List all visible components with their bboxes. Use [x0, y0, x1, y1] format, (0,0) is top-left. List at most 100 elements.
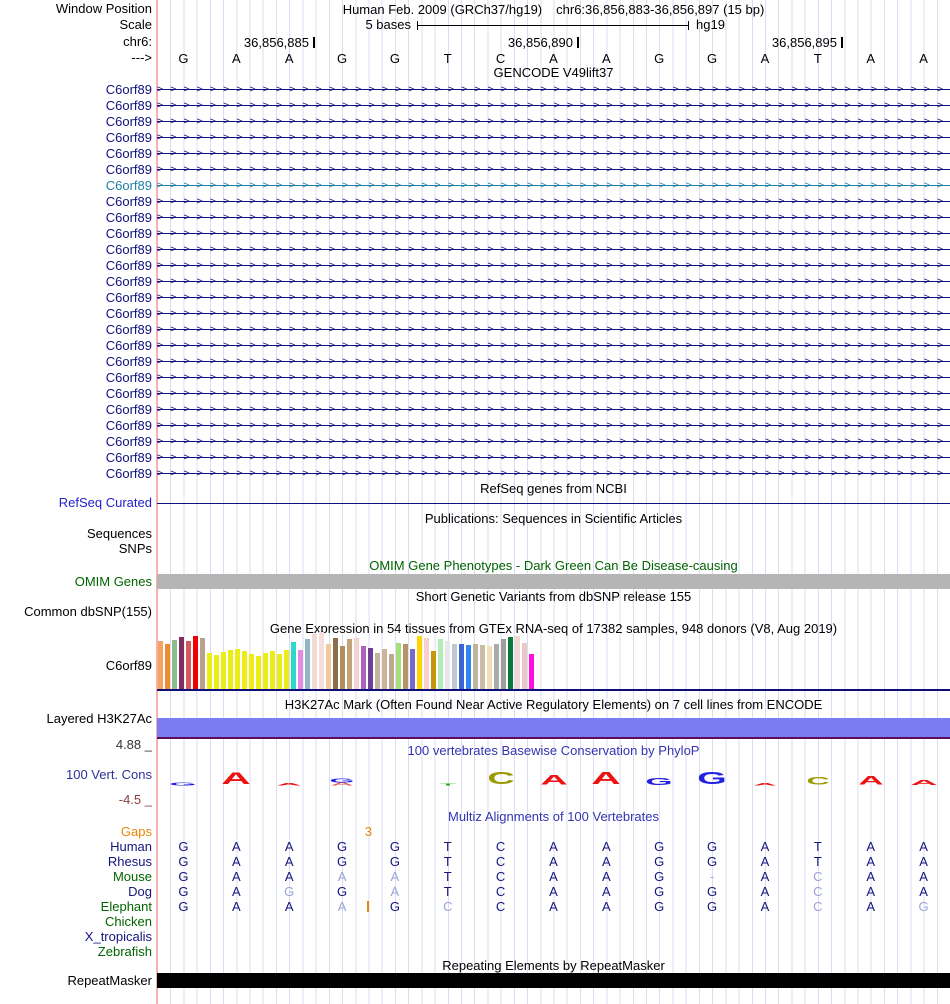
gene-transcript-row[interactable]: C6orf89 >>>>>>>>>>>>>>>>>>>>>>>>>>>>>>>>>…	[0, 226, 950, 242]
dbsnp-title[interactable]: Short Genetic Variants from dbSNP releas…	[415, 589, 692, 604]
gene-label[interactable]: C6orf89	[105, 450, 152, 465]
gene-label[interactable]: C6orf89	[105, 402, 152, 417]
gtex-bar[interactable]	[445, 641, 450, 689]
gene-label[interactable]: C6orf89	[105, 130, 152, 145]
gtex-bar[interactable]	[522, 643, 527, 689]
gtex-bar[interactable]	[214, 655, 219, 689]
gene-arrow-track[interactable]: >>>>>>>>>>>>>>>>>>>>>>>>>>>>>>>>>>>>>>>>…	[157, 98, 950, 114]
gtex-bar[interactable]	[487, 646, 492, 689]
gene-label[interactable]: C6orf89	[105, 194, 152, 209]
gene-transcript-row[interactable]: C6orf89 >>>>>>>>>>>>>>>>>>>>>>>>>>>>>>>>>…	[0, 306, 950, 322]
gtex-bar[interactable]	[179, 637, 184, 689]
refseq-title[interactable]: RefSeq genes from NCBI	[480, 481, 627, 496]
gene-label[interactable]: C6orf89	[105, 258, 152, 273]
species-label[interactable]: Zebrafish	[97, 944, 152, 959]
gene-transcript-row[interactable]: C6orf89 >>>>>>>>>>>>>>>>>>>>>>>>>>>>>>>>>…	[0, 466, 950, 482]
gtex-bar[interactable]	[291, 642, 296, 689]
gene-transcript-row[interactable]: C6orf89 >>>>>>>>>>>>>>>>>>>>>>>>>>>>>>>>>…	[0, 402, 950, 418]
gene-label[interactable]: C6orf89	[105, 98, 152, 113]
gtex-bar[interactable]	[417, 636, 422, 689]
gtex-bar[interactable]	[361, 646, 366, 689]
gene-arrow-track[interactable]: >>>>>>>>>>>>>>>>>>>>>>>>>>>>>>>>>>>>>>>>…	[157, 450, 950, 466]
sequences-label[interactable]: Sequences	[86, 526, 152, 541]
gene-arrow-track[interactable]: >>>>>>>>>>>>>>>>>>>>>>>>>>>>>>>>>>>>>>>>…	[157, 402, 950, 418]
gene-arrow-track[interactable]: >>>>>>>>>>>>>>>>>>>>>>>>>>>>>>>>>>>>>>>>…	[157, 354, 950, 370]
gene-arrow-track[interactable]: >>>>>>>>>>>>>>>>>>>>>>>>>>>>>>>>>>>>>>>>…	[157, 386, 950, 402]
phylop-label[interactable]: 100 Vert. Cons	[66, 767, 152, 782]
gene-arrow-track[interactable]: >>>>>>>>>>>>>>>>>>>>>>>>>>>>>>>>>>>>>>>>…	[157, 194, 950, 210]
dbsnp-label[interactable]: Common dbSNP(155)	[24, 604, 152, 619]
gene-label[interactable]: C6orf89	[105, 354, 152, 369]
gene-label[interactable]: C6orf89	[105, 178, 152, 193]
gtex-bar[interactable]	[347, 639, 352, 689]
gtex-bar[interactable]	[431, 651, 436, 689]
gtex-bar[interactable]	[354, 638, 359, 689]
gene-arrow-track[interactable]: >>>>>>>>>>>>>>>>>>>>>>>>>>>>>>>>>>>>>>>>…	[157, 242, 950, 258]
gene-transcript-row[interactable]: C6orf89 >>>>>>>>>>>>>>>>>>>>>>>>>>>>>>>>>…	[0, 370, 950, 386]
gtex-bar[interactable]	[165, 644, 170, 689]
gene-transcript-row[interactable]: C6orf89 >>>>>>>>>>>>>>>>>>>>>>>>>>>>>>>>>…	[0, 242, 950, 258]
gtex-bar[interactable]	[396, 643, 401, 689]
gtex-bar[interactable]	[172, 640, 177, 689]
gtex-title[interactable]: Gene Expression in 54 tissues from GTEx …	[269, 621, 838, 636]
gtex-bar[interactable]	[466, 645, 471, 689]
multiz-title[interactable]: Multiz Alignments of 100 Vertebrates	[447, 809, 659, 824]
gtex-gene-label[interactable]: C6orf89	[105, 658, 152, 673]
gene-transcript-row[interactable]: C6orf89 >>>>>>>>>>>>>>>>>>>>>>>>>>>>>>>>>…	[0, 274, 950, 290]
gene-label[interactable]: C6orf89	[105, 306, 152, 321]
gene-transcript-row[interactable]: C6orf89 >>>>>>>>>>>>>>>>>>>>>>>>>>>>>>>>>…	[0, 146, 950, 162]
gene-arrow-track[interactable]: >>>>>>>>>>>>>>>>>>>>>>>>>>>>>>>>>>>>>>>>…	[157, 338, 950, 354]
gene-label[interactable]: C6orf89	[105, 418, 152, 433]
gtex-bar[interactable]	[480, 645, 485, 689]
gene-transcript-row[interactable]: C6orf89 >>>>>>>>>>>>>>>>>>>>>>>>>>>>>>>>>…	[0, 194, 950, 210]
gene-arrow-track[interactable]: >>>>>>>>>>>>>>>>>>>>>>>>>>>>>>>>>>>>>>>>…	[157, 162, 950, 178]
gene-arrow-track[interactable]: >>>>>>>>>>>>>>>>>>>>>>>>>>>>>>>>>>>>>>>>…	[157, 146, 950, 162]
gtex-bar[interactable]	[333, 638, 338, 689]
publications-title[interactable]: Publications: Sequences in Scientific Ar…	[424, 511, 683, 526]
gene-transcript-row[interactable]: C6orf89 >>>>>>>>>>>>>>>>>>>>>>>>>>>>>>>>>…	[0, 162, 950, 178]
gene-transcript-row[interactable]: C6orf89 >>>>>>>>>>>>>>>>>>>>>>>>>>>>>>>>>…	[0, 258, 950, 274]
gene-label[interactable]: C6orf89	[105, 338, 152, 353]
h3k27ac-title[interactable]: H3K27Ac Mark (Often Found Near Active Re…	[284, 697, 823, 712]
gene-transcript-row[interactable]: C6orf89 >>>>>>>>>>>>>>>>>>>>>>>>>>>>>>>>>…	[0, 114, 950, 130]
gene-label[interactable]: C6orf89	[105, 242, 152, 257]
species-label[interactable]: Elephant	[100, 899, 152, 914]
gene-transcript-row[interactable]: C6orf89 >>>>>>>>>>>>>>>>>>>>>>>>>>>>>>>>>…	[0, 130, 950, 146]
gtex-bar[interactable]	[200, 638, 205, 689]
species-label[interactable]: Chicken	[105, 914, 152, 929]
gene-transcript-row[interactable]: C6orf89 >>>>>>>>>>>>>>>>>>>>>>>>>>>>>>>>>…	[0, 82, 950, 98]
gtex-bar[interactable]	[270, 651, 275, 689]
gene-arrow-track[interactable]: >>>>>>>>>>>>>>>>>>>>>>>>>>>>>>>>>>>>>>>>…	[157, 114, 950, 130]
gene-transcript-row[interactable]: C6orf89 >>>>>>>>>>>>>>>>>>>>>>>>>>>>>>>>>…	[0, 386, 950, 402]
alignment-row-chicken[interactable]: Chicken	[0, 914, 950, 929]
omim-title[interactable]: OMIM Gene Phenotypes - Dark Green Can Be…	[369, 558, 738, 573]
gene-arrow-track[interactable]: >>>>>>>>>>>>>>>>>>>>>>>>>>>>>>>>>>>>>>>>…	[157, 434, 950, 450]
gtex-bar[interactable]	[158, 641, 163, 689]
gtex-bar[interactable]	[515, 636, 520, 689]
alignment-row-dog[interactable]: Dog G A G G A T C A A G G A C A A	[0, 884, 950, 899]
gene-transcript-row[interactable]: C6orf89 >>>>>>>>>>>>>>>>>>>>>>>>>>>>>>>>>…	[0, 418, 950, 434]
gtex-bar[interactable]	[193, 636, 198, 689]
gene-arrow-track[interactable]: >>>>>>>>>>>>>>>>>>>>>>>>>>>>>>>>>>>>>>>>…	[157, 274, 950, 290]
gtex-bar[interactable]	[529, 654, 534, 689]
gene-arrow-track[interactable]: >>>>>>>>>>>>>>>>>>>>>>>>>>>>>>>>>>>>>>>>…	[157, 210, 950, 226]
gtex-bar[interactable]	[494, 644, 499, 689]
gene-arrow-track[interactable]: >>>>>>>>>>>>>>>>>>>>>>>>>>>>>>>>>>>>>>>>…	[157, 370, 950, 386]
gtex-bar[interactable]	[249, 654, 254, 689]
h3k27ac-label[interactable]: Layered H3K27Ac	[46, 711, 152, 726]
gtex-bar[interactable]	[207, 653, 212, 689]
gene-transcript-row[interactable]: C6orf89 >>>>>>>>>>>>>>>>>>>>>>>>>>>>>>>>>…	[0, 338, 950, 354]
species-label[interactable]: Human	[110, 839, 152, 854]
gtex-bar[interactable]	[459, 644, 464, 689]
gene-arrow-track[interactable]: >>>>>>>>>>>>>>>>>>>>>>>>>>>>>>>>>>>>>>>>…	[157, 82, 950, 98]
gtex-bar[interactable]	[326, 644, 331, 689]
gaps-label[interactable]: Gaps	[120, 824, 152, 839]
species-label[interactable]: Rhesus	[107, 854, 152, 869]
gtex-bar[interactable]	[298, 650, 303, 689]
gtex-bar[interactable]	[284, 650, 289, 689]
species-label[interactable]: X_tropicalis	[84, 929, 152, 944]
refseq-gene-line[interactable]	[157, 503, 950, 504]
gtex-bar[interactable]	[403, 644, 408, 689]
h3k27ac-signal-bar[interactable]	[157, 718, 950, 737]
gtex-bar[interactable]	[410, 649, 415, 689]
